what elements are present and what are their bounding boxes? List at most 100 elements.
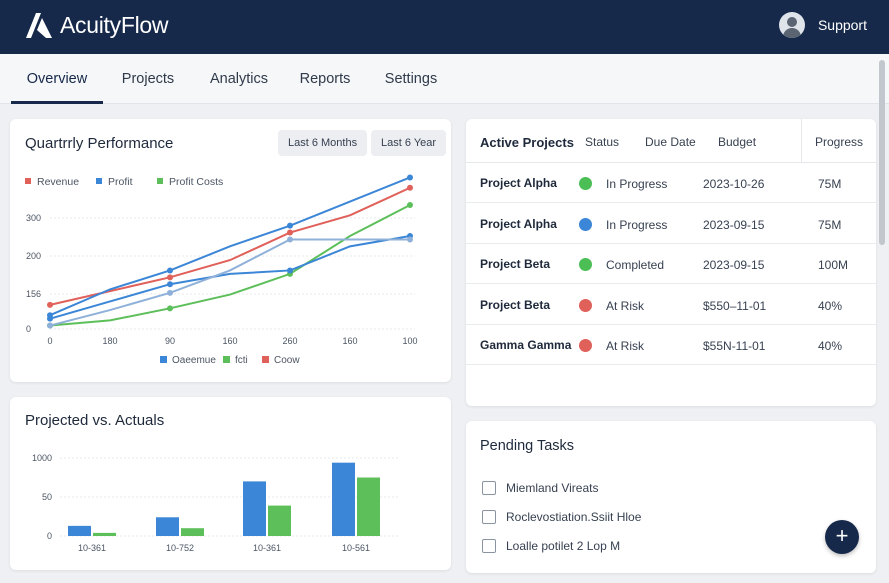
x-tick-label: 100 [402, 336, 417, 346]
table-row[interactable]: Project Alpha In Progress 2023-10-26 75M [466, 163, 876, 203]
data-point [167, 267, 173, 274]
due-date: 2023-09-15 [703, 217, 765, 232]
table-row[interactable]: Project Beta At Risk $550–11-01 40% [466, 285, 876, 325]
task-item[interactable]: Loalle potilet 2 Lop M [482, 537, 620, 555]
progress-value: 100M [818, 258, 849, 272]
projected-title: Projected vs. Actuals [25, 412, 165, 429]
table-header: Active Projects Status Due Date Budget P… [466, 119, 876, 163]
legend-swatch [96, 178, 102, 184]
task-checkbox[interactable] [482, 539, 496, 553]
data-point [47, 322, 53, 329]
task-label: Loalle potilet 2 Lop M [506, 539, 621, 553]
legend-label: Revenue [37, 176, 79, 188]
logo-icon [26, 13, 52, 38]
due-date: 2023-09-15 [703, 258, 765, 272]
data-point [407, 202, 413, 208]
project-name: Project Beta [480, 257, 551, 271]
data-point [167, 289, 173, 296]
projected-card: Projected vs. Actuals 0 50 1000 10-361 10-75… [10, 397, 451, 570]
table-row[interactable]: Project Alpha In Progress 2023-09-15 75M [466, 204, 876, 244]
task-item[interactable]: Roclevostiation.Ssiit Hloe [482, 508, 641, 526]
scrollbar[interactable] [878, 60, 886, 580]
table-title: Active Projects [480, 135, 574, 150]
due-date: $55N-11-01 [703, 339, 766, 353]
legend-label: Profit Costs [169, 176, 223, 188]
data-point [287, 236, 293, 243]
status-label: In Progress [606, 177, 668, 191]
y-tick-label: 200 [26, 251, 41, 261]
scrollbar-thumb[interactable] [879, 60, 885, 245]
table-row[interactable]: Project Beta Completed 2023-09-15 100M [466, 244, 876, 284]
y-tick-label: 0 [47, 531, 52, 541]
status-label: At Risk [606, 339, 645, 353]
tab-reports[interactable]: Reports [299, 71, 351, 87]
bar [156, 517, 179, 536]
status-label: Completed [606, 258, 665, 272]
app-name: AcuityFlow [60, 11, 169, 38]
filter-last-6-months[interactable]: Last 6 Months [278, 130, 368, 156]
status-dot-icon [579, 298, 592, 312]
tab-analytics[interactable]: Analytics [209, 71, 269, 87]
task-label: Roclevostiation.Ssiit Hloe [506, 510, 642, 524]
performance-line-chart: Revenue Profit Profit Costs 0 156 200 300 0 180 9… [25, 174, 418, 366]
legend-label: Oaeemue [172, 355, 216, 366]
active-projects-card: Active Projects Status Due Date Budget P… [466, 119, 876, 406]
column-progress[interactable]: Progress [815, 135, 864, 149]
data-point [287, 222, 293, 229]
project-name: Project Beta [480, 297, 551, 312]
table-row[interactable]: Gamma Gamma At Risk $55N-11-01 40% [466, 325, 876, 365]
legend-swatch [157, 178, 163, 184]
data-point [167, 305, 173, 312]
column-status[interactable]: Status [585, 135, 620, 149]
x-tick-label: 10-361 [78, 543, 106, 553]
top-bar: AcuityFlow Support [0, 0, 889, 54]
support-link[interactable]: Support [778, 12, 867, 38]
performance-title: Quartrrly Performance [25, 135, 174, 152]
project-name: Project Alpha [480, 176, 557, 190]
status-label: At Risk [606, 298, 645, 313]
progress-value: 75M [818, 177, 842, 191]
column-due-date[interactable]: Due Date [645, 135, 696, 149]
filter-last-6-year[interactable]: Last 6 Year [371, 130, 447, 156]
user-avatar-icon[interactable] [778, 12, 805, 38]
series-line [49, 238, 410, 327]
y-tick-label: 0 [26, 324, 31, 334]
tab-settings[interactable]: Settings [384, 71, 438, 87]
y-tick-label: 300 [26, 213, 41, 223]
status-dot-icon [579, 339, 592, 352]
y-tick-label: 50 [42, 492, 52, 502]
legend-label: fcti [235, 355, 248, 366]
x-tick-label: 180 [102, 336, 117, 346]
tab-overview[interactable]: Overview [11, 54, 103, 104]
data-point [287, 229, 293, 236]
bar [268, 505, 291, 536]
task-item[interactable]: Miemland Vireats [482, 479, 598, 497]
column-budget[interactable]: Budget [718, 135, 757, 149]
progress-value: 40% [818, 298, 843, 313]
legend-swatch [223, 356, 230, 363]
bar [93, 532, 116, 536]
legend-label: Coow [274, 355, 300, 366]
add-button[interactable]: + [825, 520, 859, 554]
series-line [49, 176, 411, 317]
task-checkbox[interactable] [482, 510, 496, 524]
legend-swatch [25, 178, 31, 184]
task-checkbox[interactable] [482, 481, 496, 495]
bar [68, 525, 91, 536]
series-line [49, 235, 411, 320]
legend-swatch [262, 356, 269, 363]
progress-value: 75M [818, 217, 842, 232]
brand[interactable]: AcuityFlow [24, 10, 169, 40]
due-date: 2023-10-26 [703, 177, 765, 191]
tab-bar: Overview Projects Analytics Reports Sett… [0, 54, 889, 104]
x-tick-label: 0 [47, 336, 52, 346]
tab-projects[interactable]: Projects [121, 71, 175, 87]
pending-tasks-title: Pending Tasks [480, 438, 575, 454]
data-point [407, 236, 413, 243]
y-tick-label: 156 [26, 289, 41, 299]
progress-value: 40% [818, 339, 843, 353]
status-label: In Progress [606, 217, 668, 232]
performance-card: Quartrrly Performance Last 6 Months Last… [10, 119, 451, 382]
x-tick-label: 160 [222, 336, 237, 346]
project-name: Project Alpha [480, 216, 557, 231]
